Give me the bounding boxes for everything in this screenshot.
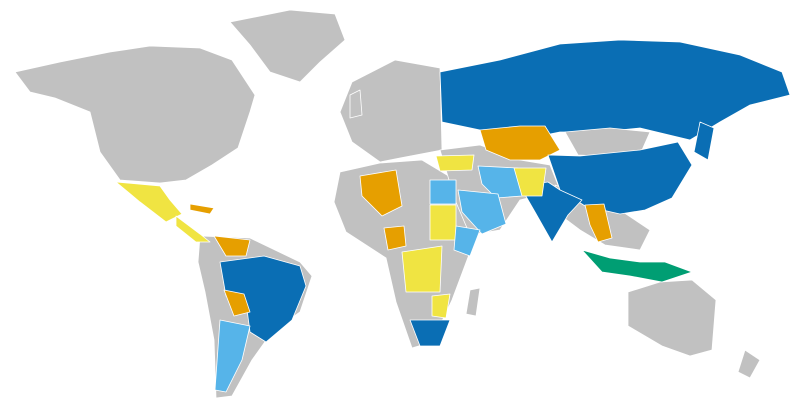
russia: [439, 39, 791, 141]
argentina: [214, 319, 251, 393]
india: [519, 181, 583, 243]
sudan: [429, 204, 457, 241]
uk: [349, 89, 363, 119]
new-zealand: [737, 349, 761, 379]
south-africa: [409, 319, 451, 347]
japan: [693, 121, 715, 161]
australia: [627, 279, 717, 357]
afghanistan: [513, 167, 547, 197]
greenland: [229, 9, 346, 83]
bolivia: [223, 289, 251, 317]
cuba: [189, 203, 215, 215]
iran: [477, 165, 523, 199]
mexico: [115, 181, 183, 223]
algeria: [359, 169, 403, 217]
madagascar: [465, 287, 481, 317]
egypt: [429, 179, 457, 205]
central-america: [175, 215, 211, 243]
nigeria: [383, 225, 407, 251]
turkey: [435, 154, 475, 172]
north-america: [14, 45, 256, 184]
indonesia: [581, 249, 693, 283]
ethiopia: [453, 225, 481, 257]
venezuela: [213, 235, 251, 257]
europe: [339, 59, 443, 163]
congo: [401, 245, 443, 293]
se-asia: [584, 203, 613, 243]
southern-africa: [431, 293, 451, 319]
saudi-arabia: [457, 189, 507, 235]
